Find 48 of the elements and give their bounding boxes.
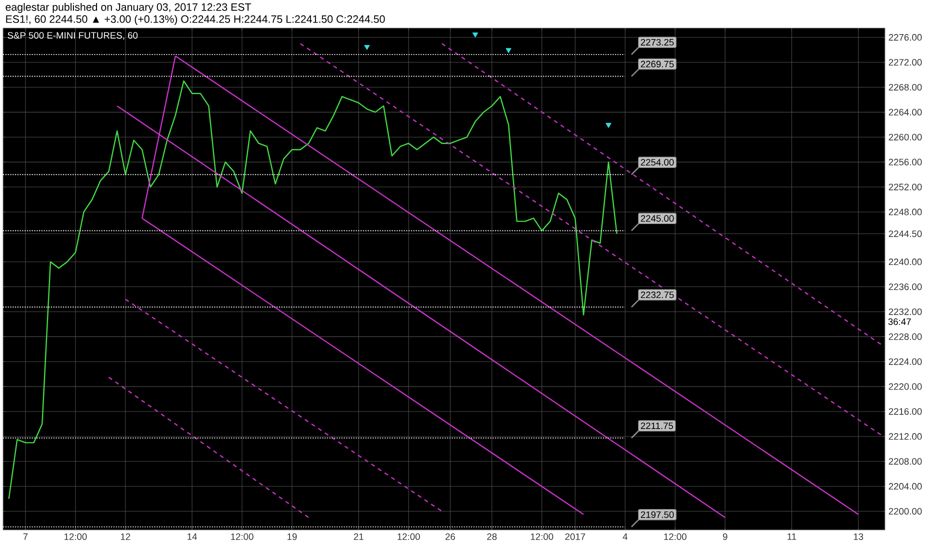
y-tick-label: 2232.00 — [888, 308, 922, 316]
text: eaglestar published on January 03, 2017 12:23 EST — [6, 3, 252, 13]
x-tick-label: 12:00 — [664, 533, 686, 540]
y-tick-label: 2272.00 — [888, 59, 922, 66]
y-tick-label: 2212.00 — [888, 433, 922, 440]
chart-title: S&P 500 E-MINI FUTURES, 60 — [8, 32, 138, 40]
y-tick-label: 2204.00 — [888, 483, 922, 490]
ref-line-label: 2269.75 — [640, 60, 674, 68]
y-tick-label: 2252.00 — [888, 184, 922, 190]
y-tick-label: 2236.00 — [888, 284, 922, 290]
text: ES1!, 60 2244.50 ▲ +3.00 (+0.13%) O:2244.25 H:2244.75 L:2241.50 C:2244.50 — [6, 15, 385, 25]
x-tick-label: 21 — [354, 533, 364, 540]
x-tick-label: 12:00 — [398, 533, 420, 540]
y-tick-label: 2248.00 — [888, 208, 922, 216]
x-tick-label: 19 — [288, 533, 297, 540]
x-tick-label: 14 — [188, 533, 197, 540]
y-tick-label: 2276.00 — [888, 34, 922, 41]
ref-line-label: 2245.00 — [640, 215, 674, 222]
y-tick-label: 2264.00 — [888, 108, 922, 116]
ref-line-label: 2273.25 — [640, 38, 674, 46]
text: 36:47 — [888, 318, 911, 325]
x-tick-label: 13 — [854, 533, 864, 540]
y-tick-label: 2260.00 — [888, 134, 922, 140]
x-tick-label: 2017 — [565, 533, 586, 540]
y-tick-label: 2228.00 — [888, 333, 922, 340]
y-tick-label: 2200.00 — [888, 508, 922, 515]
x-tick-label: 12 — [120, 533, 130, 540]
y-tick-label: 2208.00 — [888, 458, 922, 465]
y-tick-label: 2224.00 — [888, 358, 922, 365]
ref-line-label: 2254.00 — [640, 159, 674, 166]
ref-line-label: 2232.75 — [640, 292, 674, 298]
x-tick-label: 4 — [622, 533, 628, 540]
y-tick-label: 2256.00 — [888, 158, 922, 166]
x-tick-label: 9 — [722, 533, 728, 540]
x-tick-label: 28 — [487, 533, 497, 540]
x-tick-label: 11 — [788, 533, 796, 540]
x-tick-label: 12:00 — [64, 533, 87, 540]
y-tick-label: 2216.00 — [888, 408, 922, 415]
y-tick-label: 2244.50 — [888, 230, 922, 238]
y-tick-label: 2240.00 — [888, 258, 922, 266]
x-tick-label: 26 — [446, 533, 456, 540]
ref-line-label: 2197.50 — [640, 511, 674, 518]
ref-line-label: 2211.75 — [640, 422, 674, 430]
x-tick-label: 7 — [23, 533, 28, 540]
x-tick-label: 12:00 — [231, 533, 254, 540]
y-tick-label: 2220.00 — [888, 383, 922, 390]
y-tick-label: 2268.00 — [888, 84, 922, 91]
x-tick-label: 12:00 — [530, 533, 554, 540]
